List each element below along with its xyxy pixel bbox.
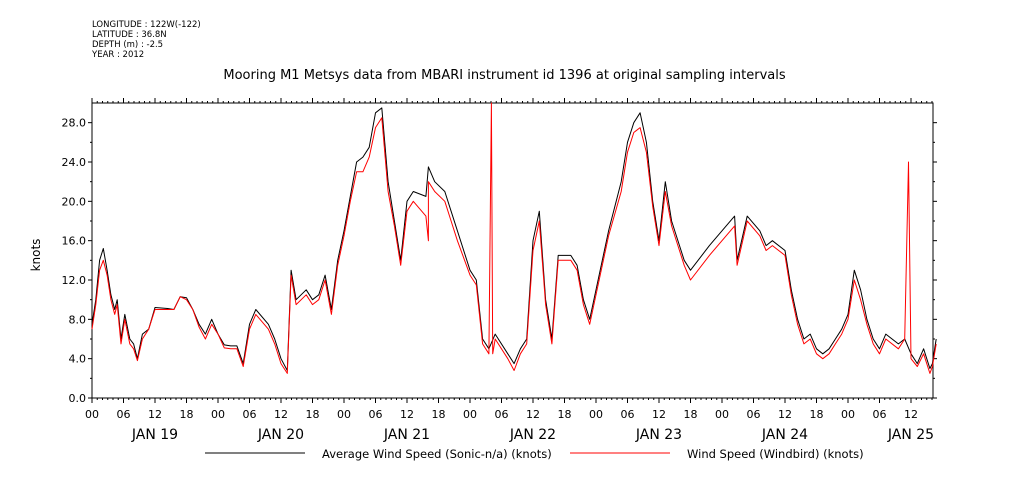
x-hour-label: 00 — [589, 408, 603, 421]
x-hour-label: 18 — [306, 408, 320, 421]
depth-label: DEPTH (m) : -2.5 — [92, 40, 164, 50]
x-hour-label: 00 — [85, 408, 99, 421]
x-day-label: JAN 25 — [887, 427, 934, 443]
x-hour-label: 18 — [810, 408, 824, 421]
y-tick-label: 4.0 — [69, 353, 87, 366]
x-day-label: JAN 24 — [761, 427, 808, 443]
chart-title: Mooring M1 Metsys data from MBARI instru… — [223, 68, 786, 83]
x-day-label: JAN 21 — [383, 427, 430, 443]
series-layer — [91, 102, 937, 374]
x-day-label: JAN 23 — [635, 427, 682, 443]
x-hour-label: 18 — [180, 408, 194, 421]
longitude-label: LONGITUDE : 122W(-122) — [92, 20, 201, 30]
y-tick-label: 28.0 — [62, 117, 87, 130]
x-hour-label: 12 — [778, 408, 792, 421]
x-hour-label: 12 — [148, 408, 162, 421]
y-tick-label: 8.0 — [69, 313, 87, 326]
x-hour-label: 06 — [117, 408, 131, 421]
x-hour-label: 06 — [873, 408, 887, 421]
y-tick-label: 0.0 — [69, 392, 87, 405]
legend-label-series-1: Wind Speed (Windbird) (knots) — [687, 447, 864, 461]
metadata-block: LONGITUDE : 122W(-122) LATITUDE : 36.8N … — [92, 20, 201, 60]
axis-ticks: 0.0 4.0 8.0 12.0 16.0 20.0 24.0 28.0 00 06 12 18 00 0… — [62, 98, 937, 443]
legend-label-series-0: Average Wind Speed (Sonic-n/a) (knots) — [322, 447, 552, 461]
x-hour-label: 12 — [526, 408, 540, 421]
series-line-0 — [91, 107, 937, 371]
x-hour-label: 18 — [558, 408, 572, 421]
y-tick-label: 20.0 — [62, 195, 87, 208]
x-hour-label: 12 — [400, 408, 414, 421]
x-hour-label: 06 — [621, 408, 635, 421]
x-day-label: JAN 20 — [257, 427, 304, 443]
y-tick-label: 16.0 — [62, 235, 87, 248]
x-hour-label: 06 — [243, 408, 257, 421]
y-tick-label: 24.0 — [62, 156, 87, 169]
x-hour-label: 06 — [747, 408, 761, 421]
latitude-label: LATITUDE : 36.8N — [92, 30, 167, 40]
x-hour-label: 12 — [274, 408, 288, 421]
x-hour-label: 00 — [463, 408, 477, 421]
x-day-label: JAN 22 — [509, 427, 556, 443]
y-axis-label: knots — [29, 239, 43, 272]
x-hour-label: 12 — [904, 408, 918, 421]
x-hour-label: 18 — [432, 408, 446, 421]
x-hour-label: 18 — [684, 408, 698, 421]
x-hour-label: 06 — [495, 408, 509, 421]
y-tick-label: 12.0 — [62, 274, 87, 287]
x-hour-label: 00 — [211, 408, 225, 421]
year-label: YEAR : 2012 — [92, 50, 145, 60]
series-line-1 — [91, 102, 937, 374]
plot-frame — [91, 102, 934, 399]
x-hour-label: 12 — [652, 408, 666, 421]
x-hour-label: 00 — [337, 408, 351, 421]
x-hour-label: 06 — [369, 408, 383, 421]
x-day-label: JAN 19 — [131, 427, 178, 443]
legend: Average Wind Speed (Sonic-n/a) (knots) W… — [205, 447, 864, 461]
x-hour-label: 00 — [715, 408, 729, 421]
x-hour-label: 00 — [841, 408, 855, 421]
